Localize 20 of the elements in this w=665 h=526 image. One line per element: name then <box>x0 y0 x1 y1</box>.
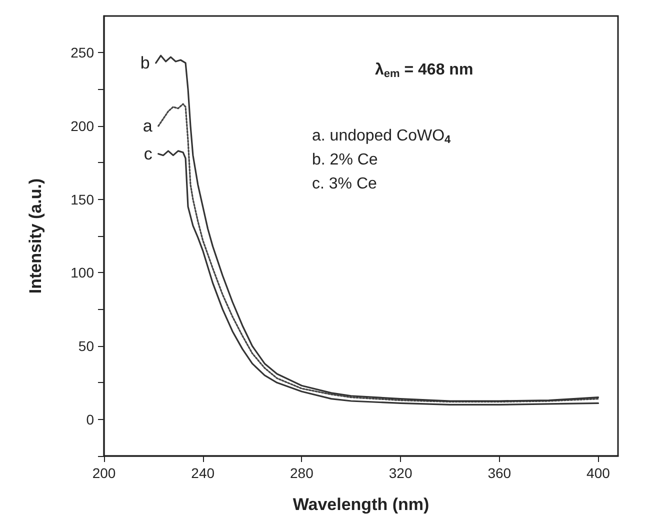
x-tick-label: 400 <box>586 465 610 481</box>
y-tick-label: 100 <box>70 264 94 281</box>
x-tick-label: 240 <box>191 465 215 481</box>
x-tick-label: 200 <box>92 465 116 481</box>
y-axis-title: Intensity (a.u.) <box>26 178 45 294</box>
y-tick-label: 150 <box>70 191 94 208</box>
x-tick-label: 280 <box>290 465 314 481</box>
annotation: b. 2% Ce <box>312 152 378 168</box>
annotation: c. 3% Ce <box>312 176 378 192</box>
x-tick-label: 320 <box>388 465 412 481</box>
x-tick-label: 360 <box>488 465 512 481</box>
x-axis-title: Wavelength (nm) <box>292 495 430 514</box>
series-label: a <box>142 116 153 136</box>
line-series <box>158 150 600 406</box>
y-tick-label: 200 <box>70 118 94 134</box>
series-label: c <box>144 144 153 164</box>
y-tick-label: 250 <box>70 44 94 61</box>
y-tick-label: 0 <box>86 411 94 428</box>
y-tick-label: 50 <box>78 338 94 354</box>
series-label: b <box>140 53 150 72</box>
